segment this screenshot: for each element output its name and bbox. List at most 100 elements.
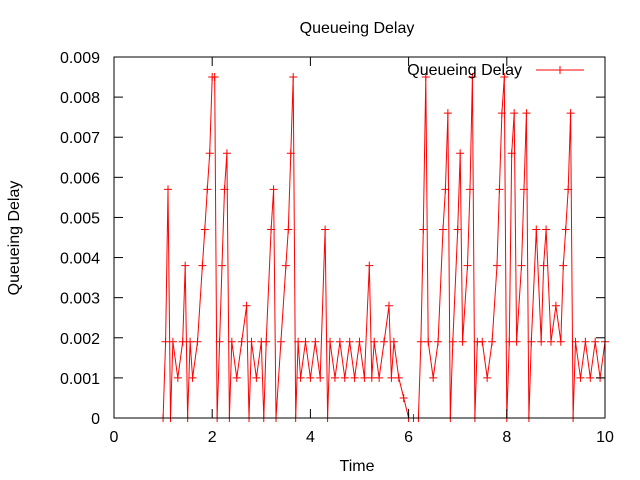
data-point [478, 337, 487, 346]
data-point [286, 149, 295, 158]
legend: Queueing Delay [407, 62, 584, 79]
y-tick-label: 0.008 [60, 90, 100, 107]
data-point [507, 149, 516, 158]
data-point [421, 73, 430, 82]
data-point [178, 337, 187, 346]
data-point [186, 337, 195, 346]
data-point [173, 373, 182, 382]
y-tick-label: 0.006 [60, 170, 100, 187]
data-point [591, 337, 600, 346]
data-point [441, 185, 450, 194]
data-point [434, 337, 443, 346]
data-point [367, 373, 376, 382]
data-point [483, 373, 492, 382]
data-point [556, 337, 565, 346]
data-point [203, 185, 212, 194]
y-tick-label: 0.005 [60, 210, 100, 227]
x-tick-label: 0 [110, 429, 119, 446]
data-point [389, 337, 398, 346]
data-point [539, 261, 548, 270]
data-point [519, 185, 528, 194]
data-point [456, 149, 465, 158]
data-point [350, 373, 359, 382]
y-tick-label: 0.001 [60, 371, 100, 388]
data-point [215, 337, 224, 346]
data-point [492, 261, 501, 270]
data-point [399, 393, 408, 402]
y-tick-label: 0 [91, 411, 100, 428]
data-point [326, 337, 335, 346]
data-point [296, 373, 305, 382]
x-tick-label: 6 [404, 429, 413, 446]
data-point [269, 185, 278, 194]
data-point [500, 73, 509, 82]
data-point [488, 337, 497, 346]
data-point [522, 109, 531, 118]
data-point [301, 337, 310, 346]
data-point [424, 337, 433, 346]
data-point [210, 73, 219, 82]
data-point [510, 109, 519, 118]
data-point [505, 337, 514, 346]
data-point [419, 225, 428, 234]
x-axis-label: Time [340, 458, 375, 475]
data-point [360, 373, 369, 382]
data-point [311, 337, 320, 346]
data-point [161, 337, 170, 346]
data-point [247, 337, 256, 346]
data-point [571, 337, 580, 346]
data-point [262, 337, 271, 346]
x-tick-label: 8 [502, 429, 511, 446]
data-point [537, 337, 546, 346]
data-point [276, 337, 285, 346]
data-point [370, 337, 379, 346]
data-point [164, 185, 173, 194]
data-point [181, 261, 190, 270]
data-point [330, 373, 339, 382]
data-point [375, 373, 384, 382]
x-tick-label: 2 [208, 429, 217, 446]
data-point [542, 225, 551, 234]
data-point [198, 261, 207, 270]
data-point [517, 261, 526, 270]
data-point [222, 149, 231, 158]
y-tick-label: 0.002 [60, 331, 100, 348]
data-point [380, 337, 389, 346]
data-point [532, 225, 541, 234]
data-point [564, 185, 573, 194]
data-point [365, 261, 374, 270]
data-point [384, 301, 393, 310]
data-point [242, 301, 251, 310]
x-tick-label: 4 [306, 429, 315, 446]
data-point [495, 185, 504, 194]
data-point [468, 73, 477, 82]
data-point [188, 373, 197, 382]
data-point [586, 373, 595, 382]
data-point [218, 261, 227, 270]
y-axis: 0 0.001 0.002 0.003 0.004 0.005 0.006 0.007 0.00… [60, 50, 605, 428]
data-point [200, 225, 209, 234]
data-point [394, 373, 403, 382]
legend-marker [556, 66, 564, 74]
data-point [205, 149, 214, 158]
data-point [306, 373, 315, 382]
data-point [443, 109, 452, 118]
data-point [576, 373, 585, 382]
data-point [416, 337, 425, 346]
data-point [284, 225, 293, 234]
data-point [512, 337, 521, 346]
data-point [546, 337, 555, 346]
data-point [497, 109, 506, 118]
data-point [465, 185, 474, 194]
data-point [168, 337, 177, 346]
data-point [321, 225, 330, 234]
data-point [294, 337, 303, 346]
y-tick-label: 0.003 [60, 291, 100, 308]
y-tick-label: 0.004 [60, 251, 100, 268]
data-point [267, 225, 276, 234]
data-point [193, 337, 202, 346]
data-point [458, 337, 467, 346]
data-point [252, 373, 261, 382]
